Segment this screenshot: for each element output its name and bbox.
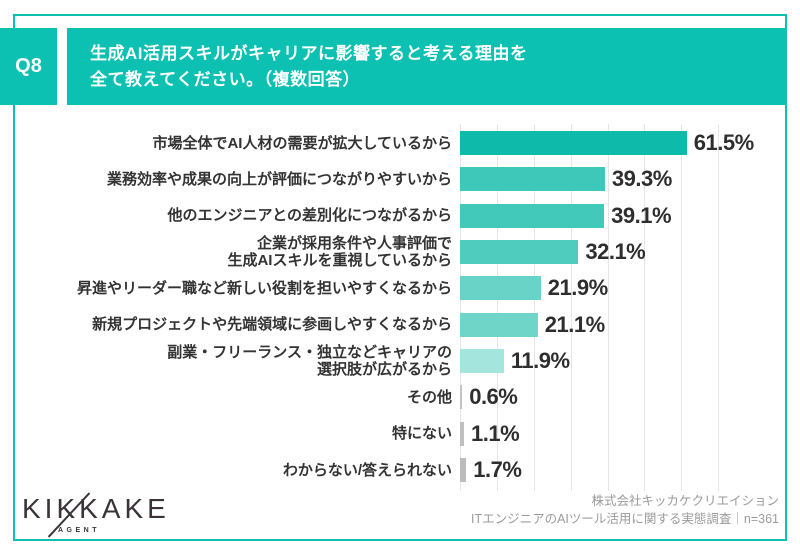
bar-label: 特にない [391,425,452,443]
gridline [496,124,498,491]
bar-value: 39.1% [611,202,672,228]
logo-subtext: AGENT [58,527,100,534]
gridline [607,124,609,491]
bar [460,203,605,228]
credit-survey-name: ITエンジニアのAIツール活用に関する実態調査｜n=361 [470,512,779,526]
bar-label: わからない/答えられない [282,461,452,479]
bar-label: 新規プロジェクトや先端領域に参画しやすくなるから [92,316,452,334]
bar-value: 21.9% [547,275,608,301]
gridline [681,124,683,491]
bar-value: 0.6% [469,384,518,410]
bar-label: 業務効率や成果の向上が評価につながりやすいから [106,170,452,188]
bar-label: 企業が採用条件や人事評価で 生成AIスキルを重視しているから [227,235,452,270]
bar-value: 39.3% [611,166,672,192]
question-number-badge: Q8 [0,28,57,105]
gridline [533,124,535,491]
bar-value: 32.1% [585,239,646,265]
bar-label: 市場全体でAI人材の需要が拡大しているから [152,134,452,152]
bar-label: 他のエンジニアとの差別化につながるから [167,207,452,225]
bar-label: その他 [406,388,452,406]
bar [460,349,504,374]
bar-value: 11.9% [510,348,570,374]
bar [460,240,579,265]
bar [460,131,687,155]
bar [460,458,467,483]
question-title-bar: 生成AI活用スキルがキャリアに影響すると考える理由を 全て教えてください。（複数… [67,28,787,105]
kikkake-agent-logo: KIKKAKE AGENT [22,492,192,542]
credit-company: 株式会社キッカケクリエイション [591,494,779,508]
outer-frame [13,14,787,541]
gridline [570,124,572,491]
bar-value: 61.5% [693,130,754,155]
gridline [718,124,720,491]
bar-value: 21.1% [544,311,605,337]
bar-label: 昇進やリーダー職など新しい役割を担いやすくなるから [76,279,452,297]
logo-wordmark: KIKKAKE [22,493,170,524]
bar [460,167,605,192]
bar [460,276,541,301]
question-title-line1: 生成AI活用スキルがキャリアに影響すると考える理由を [90,43,528,63]
bar-value: 1.7% [473,457,522,483]
survey-credit: 株式会社キッカケクリエイション ITエンジニアのAIツール活用に関する実態調査｜… [471,492,779,528]
bar [460,421,465,446]
bar [460,385,463,410]
gridline [644,124,646,491]
bar [460,312,538,337]
gridline [460,124,461,491]
bar-value: 1.1% [471,420,520,446]
bar-label: 副業・フリーランス・独立などキャリアの 選択肢が広がるから [167,344,452,379]
question-number: Q8 [15,55,42,77]
question-title-line2: 全て教えてください。（複数回答） [90,69,361,89]
